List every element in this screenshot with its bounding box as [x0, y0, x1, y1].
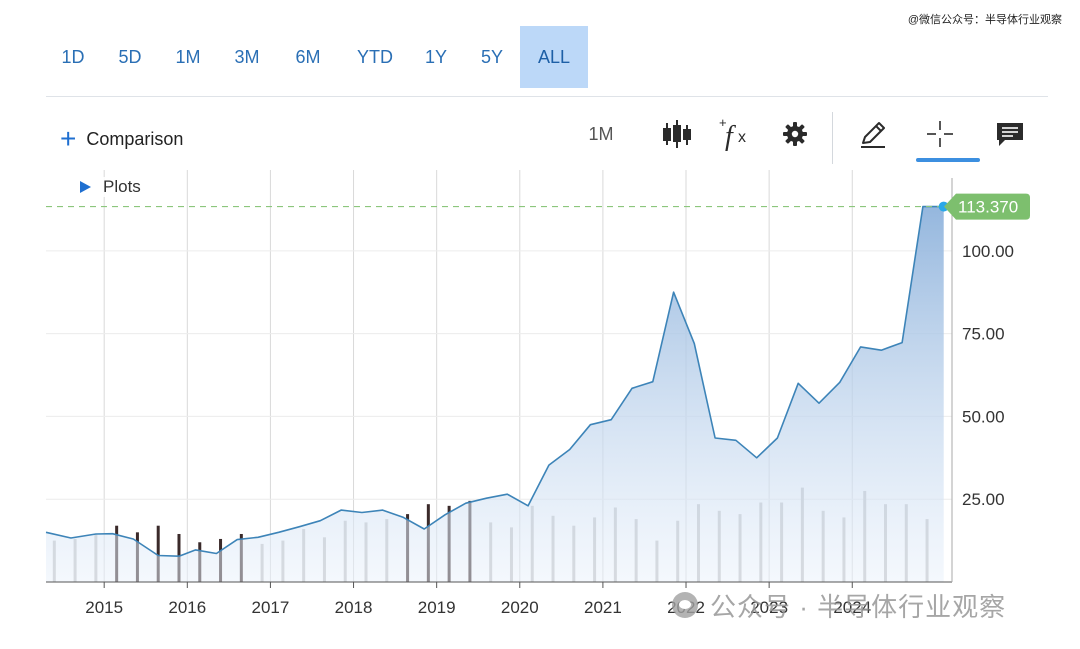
svg-text:+: +	[719, 115, 727, 130]
plots-label: Plots	[103, 177, 141, 197]
x-tick-label: 2015	[85, 598, 123, 617]
x-tick-label: 2016	[168, 598, 206, 617]
draw-button[interactable]	[852, 114, 894, 154]
svg-text:f: f	[725, 121, 736, 152]
x-tick-label: 2024	[833, 598, 871, 617]
range-1m-button[interactable]: 1M	[175, 47, 201, 67]
x-tick-label: 2021	[584, 598, 622, 617]
range-ytd-button[interactable]: YTD	[357, 47, 393, 67]
expand-triangle-icon	[80, 181, 91, 193]
indicators-button[interactable]: + f x	[714, 114, 756, 154]
plus-icon: +	[60, 123, 77, 154]
last-price-tag: 113.370	[944, 193, 1030, 220]
crosshair-button[interactable]	[920, 114, 960, 154]
range-6m-button[interactable]: 6M	[295, 47, 321, 67]
function-icon: + f x	[719, 115, 746, 152]
y-tick-label: 100.00	[962, 242, 1014, 261]
interval-label: 1M	[588, 123, 614, 144]
wechat-logo-icon	[672, 592, 698, 618]
x-tick-label: 2018	[335, 598, 373, 617]
range-5d-button[interactable]: 5D	[118, 47, 142, 67]
range-1y-button[interactable]: 1Y	[424, 47, 448, 67]
y-tick-label: 75.00	[962, 325, 1005, 344]
comment-button[interactable]	[990, 114, 1030, 154]
toolbar-separator	[832, 112, 833, 164]
y-tick-label: 25.00	[962, 490, 1005, 509]
toolbar-divider	[46, 96, 1048, 97]
candlestick-icon	[663, 120, 691, 148]
plots-toggle[interactable]: Plots	[80, 177, 141, 197]
settings-button[interactable]	[776, 114, 814, 154]
last-price-point	[938, 201, 949, 212]
x-tick-label: 2020	[501, 598, 539, 617]
comparison-button[interactable]: + Comparison	[60, 124, 183, 154]
comment-icon	[997, 123, 1023, 146]
crosshair-icon	[927, 121, 953, 147]
price-area	[46, 206, 944, 582]
pencil-icon	[861, 122, 885, 148]
range-all-button[interactable]: ALL	[520, 26, 588, 88]
range-5y-button[interactable]: 5Y	[480, 47, 504, 67]
price-line	[45, 205, 944, 557]
y-tick-label: 50.00	[962, 407, 1005, 426]
last-price-label: 113.370	[958, 198, 1018, 217]
gear-icon	[783, 122, 807, 146]
range-selector: 1D 5D 1M 3M 6M YTD 1Y 5Y ALL	[0, 26, 620, 88]
x-tick-label: 2017	[252, 598, 290, 617]
comparison-label: Comparison	[86, 128, 184, 149]
range-1d-button[interactable]: 1D	[61, 47, 85, 67]
watermark-bottom-text: 公众号 · 半导体行业观察	[710, 591, 1007, 622]
watermark-bottom: 公众号 · 半导体行业观察	[672, 588, 1006, 622]
svg-text:x: x	[738, 129, 746, 146]
active-tool-indicator	[916, 158, 980, 162]
interval-button[interactable]: 1M	[578, 114, 624, 154]
watermark-top: @微信公众号：半导体行业观察	[907, 14, 1062, 26]
x-tick-label: 2023	[750, 598, 788, 617]
range-3m-button[interactable]: 3M	[234, 47, 260, 67]
volume-bar	[156, 525, 160, 582]
chart-type-button[interactable]	[656, 114, 698, 154]
x-tick-label: 2019	[418, 598, 456, 617]
